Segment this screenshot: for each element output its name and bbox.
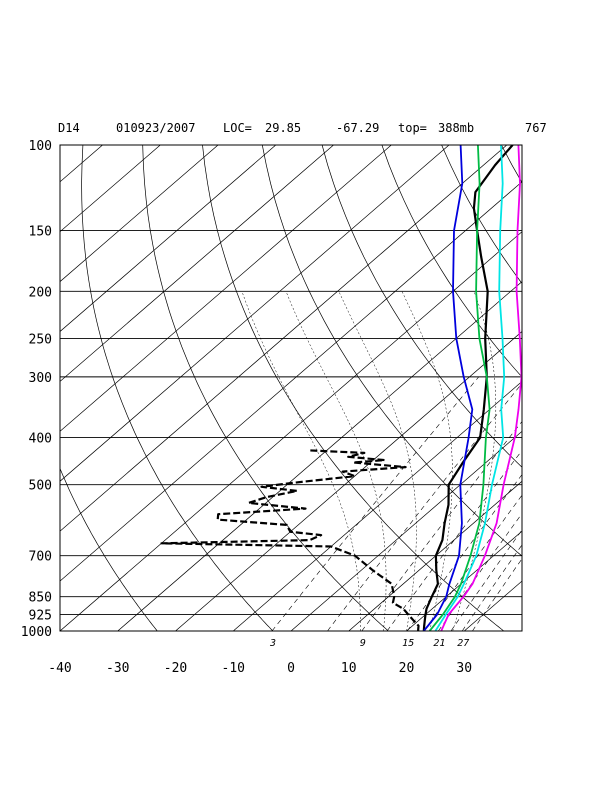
- isotherm-line: [60, 145, 392, 432]
- pressure-tick-label: 925: [29, 609, 52, 624]
- mixing-ratio-line: [327, 382, 522, 631]
- isotherm-line: [60, 145, 334, 382]
- isotherm-line: [521, 630, 522, 631]
- moist-adiabat-line: [241, 291, 361, 631]
- profile-line-1: [160, 449, 420, 631]
- isotherm-line: [406, 530, 522, 631]
- isotherm-line: [175, 331, 522, 631]
- sounding-profiles: [160, 145, 522, 631]
- temperature-tick-label: 30: [456, 661, 472, 676]
- isotherm-line: [348, 480, 522, 631]
- pressure-tick-label: 300: [29, 371, 52, 386]
- profile-line-5: [440, 145, 522, 631]
- temperature-tick-label: -30: [106, 661, 129, 676]
- pressure-tick-label: 500: [29, 479, 52, 494]
- header-top: 388mb: [438, 121, 474, 135]
- temperature-tick-label: 10: [341, 661, 357, 676]
- isotherm-line: [60, 145, 508, 532]
- mixing-ratio-line: [450, 529, 522, 631]
- isotherm-line: [290, 430, 522, 631]
- isotherm-line: [60, 181, 522, 582]
- dry-adiabat-line: [142, 145, 389, 631]
- mixing-ratio-line: [406, 474, 522, 631]
- mixing-ratio-label: 21: [433, 638, 445, 649]
- header-lat: 29.85: [265, 121, 301, 135]
- header-loc-label: LOC=: [223, 121, 252, 135]
- isotherm-line: [60, 145, 277, 332]
- mixing-ratio-line: [271, 376, 479, 631]
- moist-adiabat-line: [452, 291, 497, 631]
- mixing-ratio-label: 15: [402, 638, 414, 649]
- isotherm-line: [580, 145, 612, 631]
- pressure-tick-label: 400: [29, 432, 52, 447]
- isobar-lines: [60, 230, 522, 615]
- pressure-tick-label: 200: [29, 285, 52, 300]
- pressure-tick-label: 1000: [21, 625, 52, 640]
- header-station: D14: [58, 121, 80, 135]
- header-number: 767: [525, 121, 547, 135]
- mixing-ratio-line: [472, 558, 522, 631]
- isotherm-line: [117, 281, 522, 631]
- isotherm-line: [60, 145, 219, 283]
- temperature-tick-label: 20: [399, 661, 415, 676]
- isotherm-line: [60, 231, 522, 631]
- temperature-tick-label: -10: [222, 661, 245, 676]
- mixing-ratio-line: [461, 544, 522, 631]
- moist-adiabat-line: [285, 291, 387, 631]
- isotherm-line: [233, 380, 522, 631]
- pressure-tick-label: 850: [29, 591, 52, 606]
- mixing-ratio-line: [438, 513, 522, 631]
- isotherm-line: [60, 145, 161, 233]
- header-lon: -67.29: [336, 121, 379, 135]
- temperature-tick-label: -40: [48, 661, 71, 676]
- temperature-tick-label: 0: [287, 661, 295, 676]
- pressure-tick-label: 700: [29, 550, 52, 565]
- temperature-tick-label: -20: [164, 661, 187, 676]
- mixing-ratio-line: [423, 494, 522, 631]
- chart-header: D14 010923/2007 LOC= 29.85 -67.29 top= 3…: [58, 121, 547, 135]
- isotherm-line: [60, 145, 450, 482]
- pressure-tick-label: 150: [29, 225, 52, 240]
- header-top-label: top=: [398, 121, 427, 135]
- mixing-ratio-labels: 3 9 15 21 27: [269, 638, 469, 649]
- dry-adiabat-line: [561, 145, 612, 631]
- temperature-axis: -40 -30 -20 -10 0 10 20 30: [48, 661, 472, 676]
- header-datetime: 010923/2007: [116, 121, 195, 135]
- profile-line-0: [422, 145, 514, 631]
- moist-adiabat-line: [401, 291, 453, 631]
- mixing-ratio-label: 9: [360, 638, 366, 649]
- mixing-ratio-label: 27: [457, 638, 469, 649]
- plot-frame: [59, 144, 523, 632]
- profile-line-3: [428, 145, 491, 631]
- profile-line-2: [423, 145, 474, 631]
- pressure-tick-label: 250: [29, 332, 52, 347]
- moist-adiabat-line: [338, 291, 417, 631]
- mixing-ratio-label: 3: [269, 638, 276, 649]
- profile-line-4: [434, 145, 506, 631]
- pressure-tick-label: 100: [29, 139, 52, 154]
